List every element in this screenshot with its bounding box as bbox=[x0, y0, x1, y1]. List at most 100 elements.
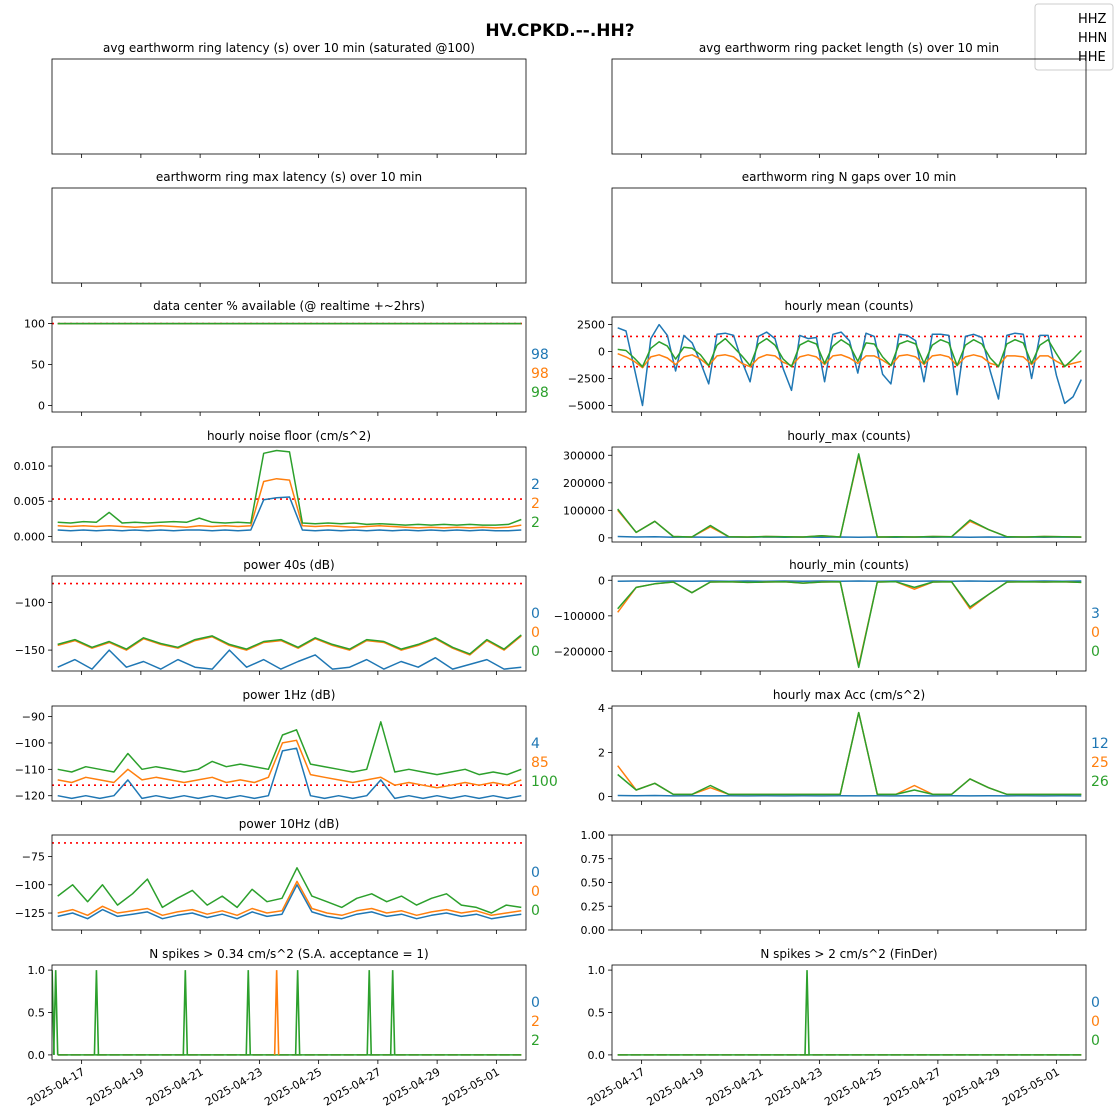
subplot-16: N spikes > 2 cm/s^2 (FinDer) 0.0 0.5 1.0 202… bbox=[585, 947, 1100, 1109]
axes-frame bbox=[611, 964, 1087, 1061]
x-tick-label: 2025-05-01 bbox=[1000, 1065, 1062, 1108]
count-label-hhn: 85 bbox=[531, 755, 549, 771]
x-tick-label: 2025-04-21 bbox=[144, 1065, 206, 1108]
spike-hhe bbox=[366, 970, 373, 1055]
subplot-1: avg earthworm ring latency (s) over 10 m… bbox=[51, 41, 527, 158]
axes-frame bbox=[51, 575, 527, 672]
x-tick-label: 2025-04-29 bbox=[381, 1065, 443, 1108]
count-label-hhe: 0 bbox=[531, 644, 540, 660]
series-line-hhe bbox=[617, 453, 1082, 538]
y-tick-label: −100 bbox=[15, 597, 45, 610]
count-label-hhz: 0 bbox=[531, 995, 540, 1011]
subplot-6: hourly mean (counts) −5000 −2500 0 2500 bbox=[568, 299, 1087, 416]
subplot-title: avg earthworm ring packet length (s) ove… bbox=[699, 41, 999, 55]
series-line-hhe bbox=[57, 867, 522, 914]
x-tick-label: 2025-04-27 bbox=[322, 1065, 384, 1108]
series-line-hhe bbox=[617, 337, 1082, 368]
count-label-hhn: 2 bbox=[531, 1014, 540, 1030]
plot-area bbox=[612, 323, 1086, 407]
plot-area bbox=[617, 580, 1082, 669]
x-tick-label: 2025-04-17 bbox=[585, 1065, 647, 1108]
y-tick-label: 0 bbox=[598, 574, 605, 587]
y-tick-label: 0.50 bbox=[581, 877, 606, 890]
axes-frame bbox=[611, 187, 1087, 284]
y-tick-label: 0.000 bbox=[14, 530, 46, 543]
count-label-hhz: 12 bbox=[1091, 736, 1109, 752]
x-tick-label: 2025-04-27 bbox=[882, 1065, 944, 1108]
count-label-hhz: 3 bbox=[1091, 606, 1100, 622]
axes-frame bbox=[611, 705, 1087, 802]
subplot-title: hourly_max (counts) bbox=[787, 429, 910, 443]
y-tick-label: 0 bbox=[598, 791, 605, 804]
y-tick-label: 300000 bbox=[563, 449, 605, 462]
axes-frame bbox=[51, 964, 527, 1061]
plot-area bbox=[617, 711, 1082, 797]
axes-frame bbox=[611, 575, 1087, 672]
y-tick-label: 0.0 bbox=[28, 1049, 46, 1062]
subplot-title: hourly max Acc (cm/s^2) bbox=[773, 688, 925, 702]
series-line-hhe bbox=[57, 634, 522, 655]
x-tick-label: 2025-04-25 bbox=[822, 1065, 884, 1108]
plot-area bbox=[617, 453, 1082, 539]
y-tick-label: 50 bbox=[31, 359, 45, 372]
plot-area bbox=[52, 582, 526, 670]
subplot-2: avg earthworm ring packet length (s) ove… bbox=[611, 41, 1087, 158]
subplot-title: hourly noise floor (cm/s^2) bbox=[207, 429, 371, 443]
spike-hhe bbox=[389, 970, 396, 1055]
spike-hhe bbox=[52, 970, 59, 1055]
y-tick-label: 0.75 bbox=[581, 853, 606, 866]
series-line-hhe bbox=[57, 721, 522, 776]
plot-area bbox=[52, 842, 526, 920]
y-tick-label: 2 bbox=[598, 746, 605, 759]
series-line-hhz bbox=[57, 884, 522, 920]
y-tick-label: −75 bbox=[22, 850, 45, 863]
plot-area bbox=[52, 721, 526, 800]
spike-hhe bbox=[245, 970, 252, 1055]
series-line-hhn bbox=[57, 880, 522, 917]
series-line-hhz bbox=[617, 323, 1082, 407]
series-line-hhn bbox=[57, 477, 522, 529]
subplot-14: 0.00 0.25 0.50 0.75 1.00 bbox=[581, 829, 1087, 937]
legend-entry-hhn: HHN bbox=[1078, 31, 1107, 46]
count-label-hhn: 25 bbox=[1091, 755, 1109, 771]
plot-area bbox=[52, 970, 522, 1056]
y-tick-label: 100 bbox=[24, 318, 45, 331]
count-label-hhe: 0 bbox=[1091, 1033, 1100, 1049]
axes-frame bbox=[611, 446, 1087, 543]
x-tick-label: 2025-04-23 bbox=[763, 1065, 825, 1108]
y-tick-label: 4 bbox=[598, 702, 605, 715]
y-tick-label: −150 bbox=[15, 644, 45, 657]
count-label-hhz: 0 bbox=[1091, 995, 1100, 1011]
plot-area bbox=[617, 970, 1082, 1056]
y-tick-label: 1.00 bbox=[581, 829, 606, 842]
x-tick-label: 2025-04-19 bbox=[645, 1065, 707, 1108]
subplot-title: data center % available (@ realtime +~2h… bbox=[153, 299, 425, 313]
x-tick-label: 2025-04-25 bbox=[262, 1065, 324, 1108]
y-tick-label: −100000 bbox=[554, 610, 605, 623]
subplot-15: N spikes > 0.34 cm/s^2 (S.A. acceptance … bbox=[25, 947, 540, 1109]
y-tick-label: 1.0 bbox=[588, 964, 606, 977]
subplot-title: power 1Hz (dB) bbox=[243, 688, 336, 702]
count-label-hhe: 2 bbox=[531, 1033, 540, 1049]
y-tick-label: −125 bbox=[15, 907, 45, 920]
y-tick-label: −100 bbox=[15, 879, 45, 892]
series-line-hhn bbox=[57, 739, 522, 789]
y-tick-label: 0.00 bbox=[581, 924, 606, 937]
x-tick-label: 2025-05-01 bbox=[440, 1065, 502, 1108]
count-label-hhn: 0 bbox=[1091, 625, 1100, 641]
subplot-11: power 1Hz (dB) −120 −110 −100 −90 4 85 100 bbox=[15, 688, 558, 805]
subplot-title: earthworm ring N gaps over 10 min bbox=[742, 170, 956, 184]
count-label-hhe: 2 bbox=[531, 515, 540, 531]
subplot-title: N spikes > 2 cm/s^2 (FinDer) bbox=[760, 947, 937, 961]
subplot-3: earthworm ring max latency (s) over 10 m… bbox=[51, 170, 527, 287]
y-tick-label: 200000 bbox=[563, 477, 605, 490]
series-line-hhe bbox=[617, 711, 1082, 796]
subplot-9: power 40s (dB) −150 −100 0 0 0 bbox=[15, 558, 540, 675]
subplot-title: power 10Hz (dB) bbox=[239, 817, 340, 831]
count-label-hhn: 2 bbox=[531, 496, 540, 512]
subplot-8: hourly_max (counts) 0 100000 200000 300000 bbox=[563, 429, 1087, 546]
y-tick-label: 2500 bbox=[577, 319, 605, 332]
axes-frame bbox=[611, 834, 1087, 931]
plot-area bbox=[52, 449, 526, 532]
